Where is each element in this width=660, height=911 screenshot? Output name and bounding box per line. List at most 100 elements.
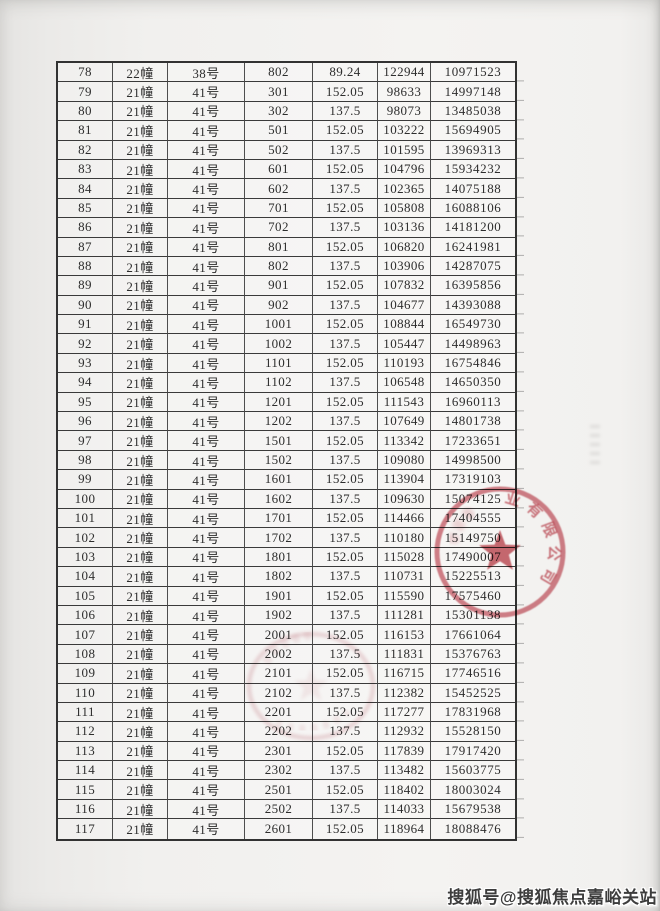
table-cell-r82-c1: 21幢 (113, 140, 168, 160)
table-cell-r87-c2: 41号 (168, 237, 245, 257)
table-cell-r104-c6: 15225513 (431, 567, 515, 587)
faint-seal-smudge-2 (274, 708, 351, 733)
table-cell-r109-c2: 41号 (168, 664, 245, 684)
table-cell-r105-c3: 1901 (245, 586, 313, 606)
table-cell-r117-c3: 2601 (245, 819, 313, 839)
table-cell-r98-c2: 41号 (168, 450, 245, 471)
table-cell-r99-c2: 41号 (168, 470, 245, 490)
table-cell-r101-c4: 152.05 (313, 508, 378, 529)
table-cell-r106-c5: 111281 (378, 605, 431, 626)
table-cell-r114-c0: 114 (58, 761, 113, 781)
table-cell-r83-c1: 21幢 (113, 159, 168, 180)
table-cell-r99-c1: 21幢 (113, 470, 168, 490)
table-cell-r98-c1: 21幢 (113, 450, 168, 471)
table-cell-r101-c3: 1701 (245, 508, 313, 529)
table-cell-r112-c1: 21幢 (113, 722, 168, 742)
table-cell-r98-c0: 98 (58, 450, 113, 471)
table-cell-r104-c0: 104 (58, 567, 113, 587)
table-cell-r91-c4: 152.05 (313, 315, 378, 335)
table-cell-r79-c1: 21幢 (113, 82, 168, 102)
table-cell-r83-c4: 152.05 (313, 159, 378, 180)
table-cell-r113-c1: 21幢 (113, 741, 168, 762)
table-cell-r94-c2: 41号 (168, 373, 245, 393)
table-cell-r117-c4: 152.05 (313, 819, 378, 839)
faint-seal-ring (247, 632, 375, 740)
table-cell-r78-c5: 122944 (378, 63, 431, 83)
table-cell-r105-c4: 152.05 (313, 586, 378, 606)
seal-star-icon (479, 530, 521, 570)
table-cell-r95-c2: 41号 (168, 392, 245, 413)
table-cell-r87-c6: 16241981 (431, 238, 515, 257)
table-cell-r81-c0: 81 (58, 121, 113, 141)
table-cell-r82-c0: 82 (58, 140, 113, 160)
table-cell-r84-c6: 14075188 (431, 179, 515, 199)
table-cell-r107-c0: 107 (58, 625, 113, 645)
table-cell-r100-c5: 109630 (378, 489, 431, 509)
table-cell-r106-c4: 137.5 (313, 605, 378, 626)
table-cell-r82-c5: 101595 (378, 140, 431, 160)
table-cell-r113-c0: 113 (58, 741, 113, 762)
table-cell-r92-c2: 41号 (168, 334, 245, 354)
table-cell-r115-c0: 115 (58, 780, 113, 800)
table-cell-r78-c1: 22幢 (113, 63, 168, 83)
table-cell-r96-c6: 14801738 (431, 412, 515, 432)
table-cell-r79-c3: 301 (245, 82, 313, 102)
table-cell-r79-c0: 79 (58, 82, 113, 102)
table-cell-r93-c5: 110193 (378, 353, 431, 374)
table-cell-r101-c2: 41号 (168, 508, 245, 529)
table-cell-r88-c5: 103906 (378, 256, 431, 277)
table-cell-r105-c5: 115590 (378, 586, 431, 606)
table-cell-r102-c0: 102 (58, 528, 113, 548)
table-cell-r100-c3: 1602 (245, 489, 313, 509)
table-cell-r114-c2: 41号 (168, 761, 245, 781)
table-cell-r91-c1: 21幢 (113, 315, 168, 335)
table-cell-r98-c6: 14998500 (431, 451, 515, 471)
table-cell-r99-c0: 99 (58, 470, 113, 490)
table-cell-r86-c4: 137.5 (313, 218, 378, 238)
table-cell-r99-c4: 152.05 (313, 470, 378, 490)
table-cell-r102-c1: 21幢 (113, 528, 168, 548)
table-cell-r84-c1: 21幢 (113, 179, 168, 199)
table-cell-r88-c4: 137.5 (313, 256, 378, 277)
table-cell-r91-c5: 108844 (378, 315, 431, 335)
table-cell-r102-c6: 15149750 (431, 528, 515, 548)
table-cell-r97-c5: 113342 (378, 431, 431, 451)
table-cell-r105-c0: 105 (58, 586, 113, 606)
table-cell-r98-c3: 1502 (245, 450, 313, 471)
table-cell-r80-c1: 21幢 (113, 101, 168, 122)
table-cell-r111-c0: 111 (58, 702, 113, 723)
table-cell-r92-c0: 92 (58, 334, 113, 354)
table-cell-r116-c5: 114033 (378, 799, 431, 820)
table-cell-r114-c4: 137.5 (313, 761, 378, 781)
table-cell-r115-c5: 118402 (378, 780, 431, 800)
table-cell-r80-c3: 302 (245, 101, 313, 122)
table-cell-r89-c4: 152.05 (313, 276, 378, 296)
table-cell-r92-c6: 14498963 (431, 334, 515, 354)
company-seal: 业有限公司 (434, 486, 566, 618)
table-cell-r104-c3: 1802 (245, 567, 313, 587)
table-cell-r102-c2: 41号 (168, 528, 245, 548)
table-cell-r84-c5: 102365 (378, 179, 431, 199)
table-cell-r112-c2: 41号 (168, 722, 245, 742)
seal-ring (434, 486, 566, 618)
table-cell-r80-c2: 41号 (168, 101, 245, 122)
table-cell-r91-c2: 41号 (168, 315, 245, 335)
table-cell-r115-c1: 21幢 (113, 780, 168, 800)
table-cell-r98-c4: 137.5 (313, 450, 378, 471)
table-cell-r89-c2: 41号 (168, 276, 245, 296)
table-cell-r91-c3: 1001 (245, 315, 313, 335)
table-cell-r95-c3: 1201 (245, 392, 313, 413)
table-cell-r108-c5: 111831 (378, 644, 431, 665)
table-cell-r109-c0: 109 (58, 664, 113, 684)
table-cell-r93-c2: 41号 (168, 353, 245, 374)
table-cell-r112-c5: 112932 (378, 722, 431, 742)
price-table: 78 22幢 38号 802 89.24 122944 10971523 79 21幢 41号 30… (56, 61, 524, 841)
table-cell-r113-c4: 152.05 (313, 741, 378, 762)
table-cell-r87-c1: 21幢 (113, 237, 168, 257)
table-cell-r115-c3: 2501 (245, 780, 313, 800)
table-cell-r113-c2: 41号 (168, 741, 245, 762)
table-cell-r84-c2: 41号 (168, 179, 245, 199)
table-cell-r97-c2: 41号 (168, 431, 245, 451)
table-cell-r90-c4: 137.5 (313, 295, 378, 316)
table-cell-r116-c3: 2502 (245, 799, 313, 820)
